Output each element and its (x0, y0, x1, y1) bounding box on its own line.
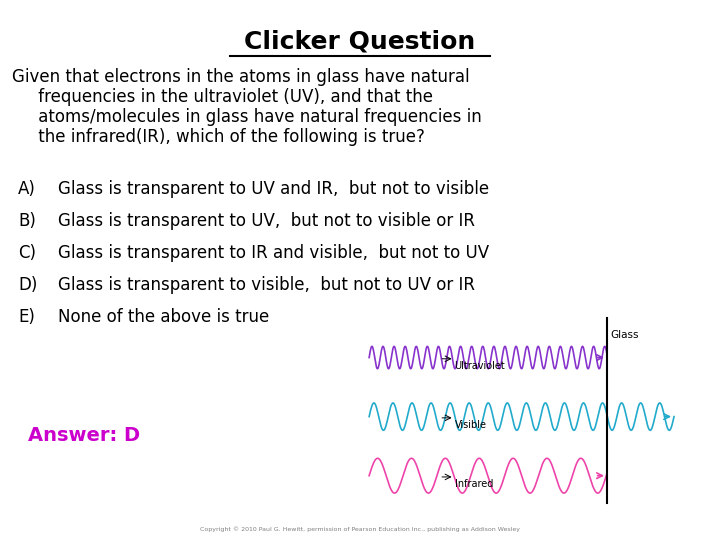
Text: Glass is transparent to UV and IR,  but not to visible: Glass is transparent to UV and IR, but n… (58, 180, 489, 198)
Text: E): E) (18, 308, 35, 326)
Text: Glass: Glass (610, 329, 639, 340)
Text: the infrared(IR), which of the following is true?: the infrared(IR), which of the following… (12, 128, 425, 146)
Text: C): C) (18, 244, 36, 262)
Text: Clicker Question: Clicker Question (244, 30, 476, 54)
Text: Copyright © 2010 Paul G. Hewitt, permission of Pearson Education Inc., publishin: Copyright © 2010 Paul G. Hewitt, permiss… (200, 526, 520, 532)
Text: Ultraviolet: Ultraviolet (454, 361, 505, 370)
Text: A): A) (18, 180, 36, 198)
Text: Visible: Visible (454, 420, 487, 430)
Text: D): D) (18, 276, 37, 294)
Text: Answer: D: Answer: D (28, 426, 140, 445)
Text: B): B) (18, 212, 36, 230)
Text: Infrared: Infrared (454, 479, 493, 489)
Text: frequencies in the ultraviolet (UV), and that the: frequencies in the ultraviolet (UV), and… (12, 88, 433, 106)
Text: atoms/molecules in glass have natural frequencies in: atoms/molecules in glass have natural fr… (12, 108, 482, 126)
Text: Glass is transparent to IR and visible,  but not to UV: Glass is transparent to IR and visible, … (58, 244, 489, 262)
Text: Glass is transparent to visible,  but not to UV or IR: Glass is transparent to visible, but not… (58, 276, 475, 294)
Text: Glass is transparent to UV,  but not to visible or IR: Glass is transparent to UV, but not to v… (58, 212, 475, 230)
Text: None of the above is true: None of the above is true (58, 308, 269, 326)
Text: Given that electrons in the atoms in glass have natural: Given that electrons in the atoms in gla… (12, 68, 469, 86)
